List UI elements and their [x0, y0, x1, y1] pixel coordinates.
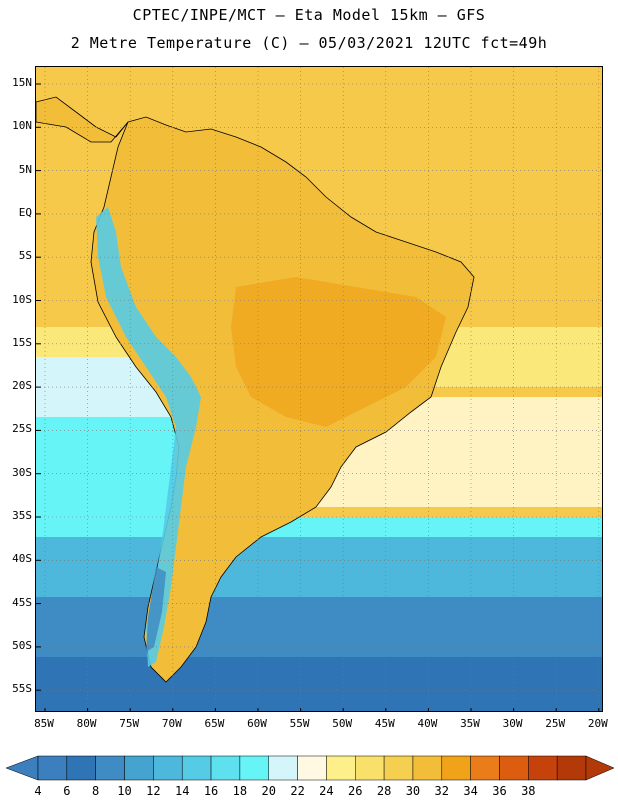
colorbar-label: 6: [63, 784, 71, 798]
colorbar-low-arrow: [5, 755, 39, 781]
lat-label: 35S: [12, 509, 32, 522]
colorbar-label: 16: [203, 784, 219, 798]
colorbar-label: 8: [92, 784, 100, 798]
hot-interior: [231, 277, 446, 427]
lat-label: 15S: [12, 335, 32, 349]
lon-label: 75W: [119, 717, 140, 730]
lon-label: 20W: [587, 717, 608, 730]
lat-label: 30S: [12, 465, 32, 479]
colorbar-swatch: [153, 755, 183, 781]
colorbar-label: 22: [290, 784, 305, 798]
colorbar-swatch: [210, 755, 241, 781]
colorbar-swatch: [470, 755, 500, 781]
colorbar-swatch: [66, 755, 96, 781]
lon-label: 60W: [247, 717, 267, 730]
colorbar-swatch: [37, 755, 68, 781]
title-line-1: CPTEC/INPE/MCT – Eta Model 15km – GFS: [132, 6, 486, 24]
lat-label: 5N: [18, 162, 32, 176]
lon-label: 85W: [34, 717, 54, 730]
colorbar-label: 32: [434, 784, 449, 798]
colorbar-swatch: [95, 755, 125, 781]
colorbar: [5, 755, 615, 781]
map-panel: [35, 66, 603, 712]
lon-label: 65W: [204, 717, 225, 730]
colorbar-label: 34: [463, 784, 478, 798]
colorbar-label: 26: [348, 784, 363, 798]
colorbar-swatch: [355, 755, 385, 781]
colorbar-label: 36: [492, 784, 507, 798]
title-line-2: 2 Metre Temperature (C) – 05/03/2021 12U…: [70, 34, 548, 52]
graticule: [36, 67, 602, 711]
colorbar-label: 20: [261, 784, 276, 798]
lat-label: 10S: [12, 292, 32, 306]
central-america-land: [36, 96, 129, 143]
ocean-band-cold-4: [36, 657, 602, 711]
lon-label: 35W: [460, 717, 480, 730]
lat-label: 50S: [12, 638, 32, 652]
lon-label: 30W: [502, 717, 523, 730]
colorbar-swatch: [499, 755, 529, 781]
colorbar-swatch: [528, 755, 558, 781]
colorbar-swatch: [556, 755, 587, 781]
colorbar-swatch: [441, 755, 471, 781]
colorbar-swatches: [5, 755, 615, 781]
colorbar-swatch: [124, 755, 154, 781]
lat-label: EQ: [18, 205, 32, 219]
ocean-band-cold-3: [36, 597, 602, 657]
colorbar-label: 14: [174, 784, 190, 798]
colorbar-label: 30: [405, 784, 421, 798]
colorbar-label: 12: [146, 784, 161, 798]
colorbar-swatch: [239, 755, 269, 781]
ocean-band-cold-2: [36, 537, 602, 597]
colorbar-label: 10: [117, 784, 132, 798]
colorbar-label: 24: [319, 784, 334, 798]
ocean-band-cold-1: [36, 417, 176, 537]
lat-label: 55S: [12, 682, 32, 696]
lat-label: 15N: [12, 76, 32, 89]
andes-cold: [96, 207, 201, 667]
colorbar-swatch: [268, 755, 298, 781]
andes-colder: [146, 567, 166, 652]
lon-label: 45W: [374, 717, 395, 730]
lat-label: 25S: [12, 422, 32, 436]
colorbar-label: 28: [376, 784, 392, 798]
lat-label: 20S: [12, 379, 32, 393]
colorbar-swatch: [297, 755, 327, 781]
colorbar-swatch: [412, 755, 443, 781]
colorbar-label: 4: [34, 784, 42, 798]
colorbar-high-arrow: [585, 755, 615, 781]
lon-label: 55W: [289, 717, 310, 730]
lat-label: 40S: [12, 552, 32, 566]
lon-label: 40W: [417, 717, 438, 730]
lon-label: 70W: [161, 717, 182, 730]
lon-label: 80W: [76, 717, 97, 730]
lon-label: 25W: [545, 717, 566, 730]
colorbar-swatch: [181, 755, 212, 781]
lat-label: 45S: [12, 595, 32, 609]
lat-label: 10N: [12, 119, 32, 133]
colorbar-label: 38: [521, 784, 536, 798]
lon-label: 50W: [332, 717, 353, 730]
colorbar-label: 18: [232, 784, 248, 798]
colorbar-swatch: [326, 755, 356, 781]
temperature-map: [36, 67, 602, 711]
lat-label: 5S: [18, 249, 32, 263]
colorbar-swatch: [383, 755, 414, 781]
